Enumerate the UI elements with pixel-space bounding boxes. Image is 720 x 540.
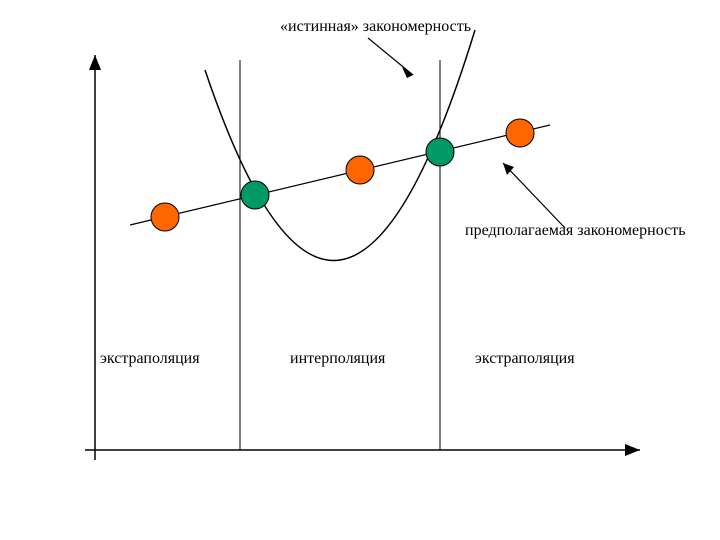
data-dot-1 [241,181,269,209]
label-true-title: «истинная» закономерность [280,18,471,36]
assumed-line [130,125,550,225]
diagram-root: { "canvas": { "width": 720, "height": 54… [0,0,720,540]
label-middle-region: интерполяция [290,350,385,368]
diagram-svg [0,0,720,540]
data-dot-0 [151,203,179,231]
data-dot-4 [506,119,534,147]
arrow-true-head [402,67,413,78]
label-right-region: экстраполяция [475,350,575,368]
data-dot-3 [426,138,454,166]
label-left-region: экстраполяция [100,350,200,368]
arrow-assumed-line [503,163,565,228]
arrow-true-line [368,38,413,75]
y-axis-arrow [89,55,101,70]
x-axis-arrow [625,444,640,456]
data-dot-2 [346,156,374,184]
label-assumed-title: предполагаемая закономерность [465,222,686,240]
